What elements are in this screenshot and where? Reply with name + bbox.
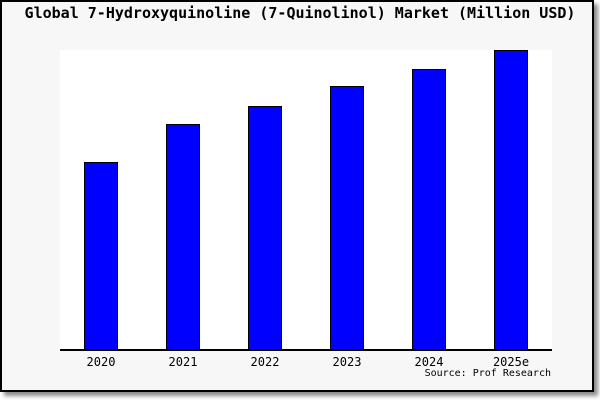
x-tick-label-2024: 2024: [414, 355, 444, 369]
bar-2025e: [494, 50, 528, 349]
x-tick-label-2023: 2023: [332, 355, 362, 369]
bar-slot: [470, 50, 552, 349]
bar-2021: [166, 124, 200, 349]
x-tick-label-2022: 2022: [250, 355, 280, 369]
bar-2023: [330, 85, 364, 349]
x-axis-labels: 2020 2021 2022 2023 2024 2025e: [60, 355, 552, 369]
bar-slot: [388, 50, 470, 349]
x-tick-label-2025e: 2025e: [492, 355, 530, 369]
bar-2020: [84, 161, 118, 349]
bar-2024: [412, 69, 446, 349]
bar-2022: [248, 105, 282, 349]
bar-slot: [224, 50, 306, 349]
chart-title: Global 7-Hydroxyquinoline (7-Quinolinol)…: [24, 4, 576, 22]
bar-slot: [142, 50, 224, 349]
plot-area: [60, 50, 552, 351]
bar-slot: [306, 50, 388, 349]
bar-slot: [60, 50, 142, 349]
x-tick-label-2021: 2021: [168, 355, 198, 369]
source-credit: Source: Prof Research: [424, 368, 551, 379]
x-tick-label-2020: 2020: [86, 355, 116, 369]
